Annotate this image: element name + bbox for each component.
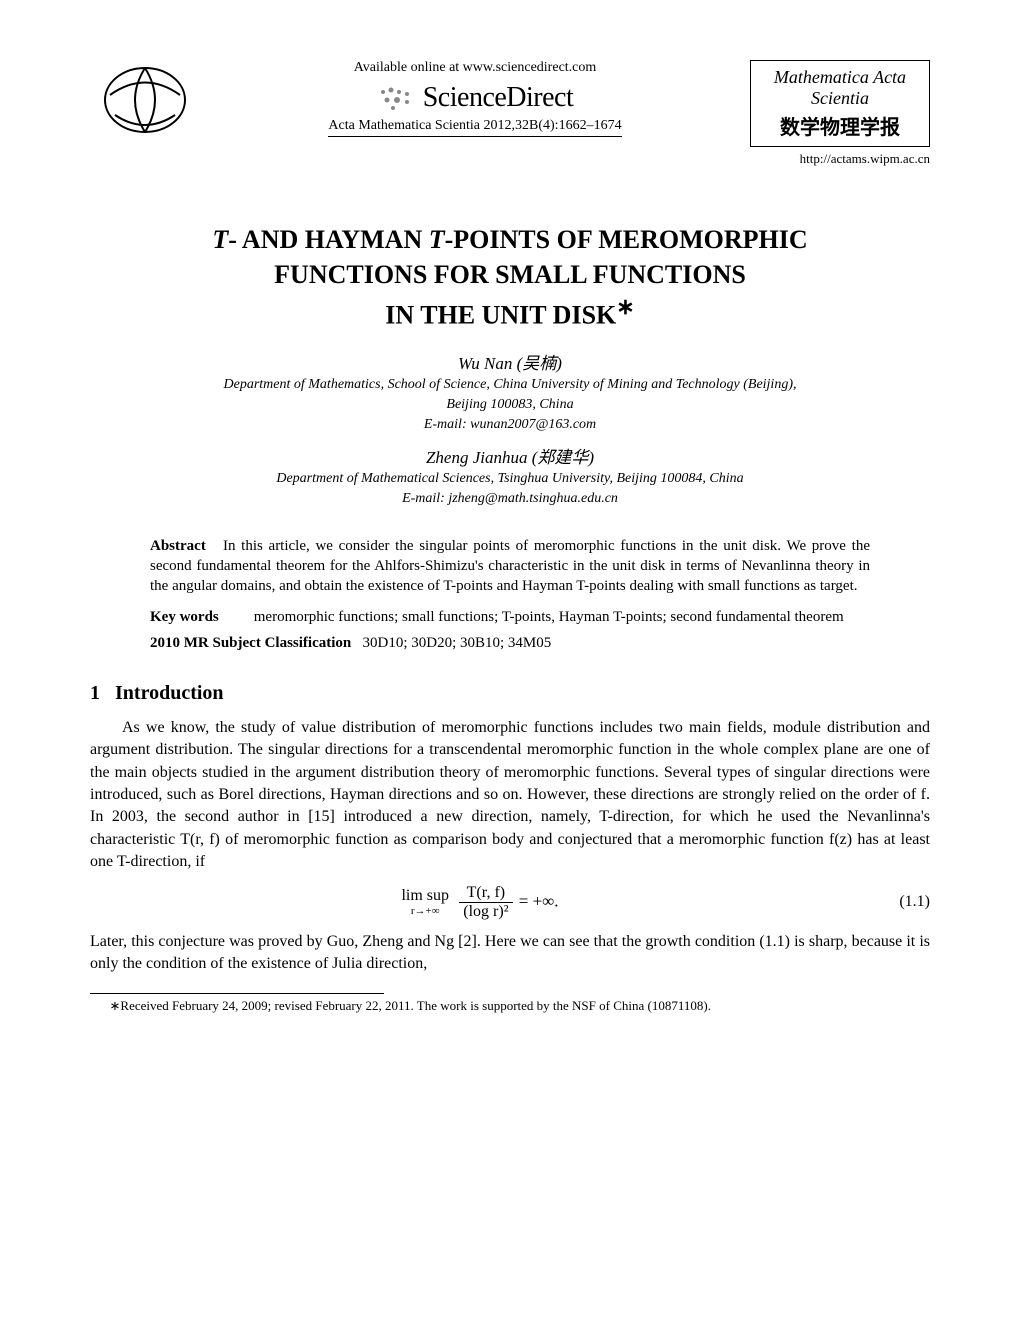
section-1-heading: 1 Introduction xyxy=(90,682,930,705)
msc-text: 30D10; 30D20; 30B10; 34M05 xyxy=(363,635,552,651)
journal-chinese-title: 数学物理学报 xyxy=(759,111,921,140)
eq-limsup: lim sup xyxy=(401,887,449,905)
journal-script-title: Mathematica Acta Scientia xyxy=(759,67,921,109)
keywords: Key words meromorphic functions; small f… xyxy=(150,607,870,627)
section-1-title: Introduction xyxy=(115,682,224,704)
intro-para-2: Later, this conjecture was proved by Guo… xyxy=(90,931,930,976)
author-1-affil2: Beijing 100083, China xyxy=(90,396,930,414)
author-2-name: Zheng Jianhua (郑建华) xyxy=(90,443,930,468)
eq-denominator: (log r)² xyxy=(459,903,512,921)
equation-1-1-expr: lim sup r→+∞ T(r, f) (log r)² = +∞. xyxy=(90,884,870,921)
sciencedirect-row: ScienceDirect xyxy=(210,82,740,114)
title-line1-rest: - AND HAYMAN T-POINTS OF MEROMORPHIC xyxy=(228,225,807,254)
title-asterisk: ∗ xyxy=(616,294,634,319)
eq-limsub: r→+∞ xyxy=(401,905,449,917)
keywords-label: Key words xyxy=(150,607,250,627)
title-line2: FUNCTIONS FOR SMALL FUNCTIONS xyxy=(90,257,930,292)
footnote: ∗Received February 24, 2009; revised Feb… xyxy=(90,998,930,1015)
article-title: T- AND HAYMAN T-POINTS OF MEROMORPHIC FU… xyxy=(90,222,930,333)
author-1-email: E-mail: wunan2007@163.com xyxy=(90,416,930,434)
msc-label: 2010 MR Subject Classification xyxy=(150,635,351,651)
page-container: Available online at www.sciencedirect.co… xyxy=(0,0,1020,1065)
journal-citation: Acta Mathematica Scientia 2012,32B(4):16… xyxy=(328,118,621,137)
available-online-text: Available online at www.sciencedirect.co… xyxy=(210,60,740,76)
sciencedirect-dots-icon xyxy=(377,84,417,112)
keywords-text: meromorphic functions; small functions; … xyxy=(254,607,864,627)
header-right: Mathematica Acta Scientia 数学物理学报 http://… xyxy=(750,60,930,167)
elsevier-globe-icon xyxy=(95,60,195,140)
section-1-number: 1 xyxy=(90,682,100,704)
journal-title-box: Mathematica Acta Scientia 数学物理学报 xyxy=(750,60,930,147)
sciencedirect-wordmark: ScienceDirect xyxy=(423,82,574,114)
author-2-email: E-mail: jzheng@math.tsinghua.edu.cn xyxy=(90,490,930,508)
author-1-affil1: Department of Mathematics, School of Sci… xyxy=(90,376,930,394)
publisher-logo xyxy=(90,60,200,140)
eq-rhs: = +∞. xyxy=(519,891,559,910)
msc-classification: 2010 MR Subject Classification 30D10; 30… xyxy=(150,635,870,652)
intro-para-1: As we know, the study of value distribut… xyxy=(90,717,930,874)
abstract: Abstract In this article, we consider th… xyxy=(150,536,870,597)
abstract-text: In this article, we consider the singula… xyxy=(150,538,870,595)
equation-1-1-number: (1.1) xyxy=(870,893,930,911)
header: Available online at www.sciencedirect.co… xyxy=(90,60,930,167)
author-2-affil1: Department of Mathematical Sciences, Tsi… xyxy=(90,470,930,488)
footnote-rule xyxy=(90,993,384,994)
title-line3: IN THE UNIT DISK xyxy=(385,301,616,330)
author-1-name: Wu Nan (吴楠) xyxy=(90,349,930,374)
journal-url: http://actams.wipm.ac.cn xyxy=(750,151,930,167)
equation-1-1: lim sup r→+∞ T(r, f) (log r)² = +∞. (1.1… xyxy=(90,884,930,921)
header-center: Available online at www.sciencedirect.co… xyxy=(200,60,750,137)
abstract-label: Abstract xyxy=(150,538,206,554)
eq-numerator: T(r, f) xyxy=(459,884,512,903)
